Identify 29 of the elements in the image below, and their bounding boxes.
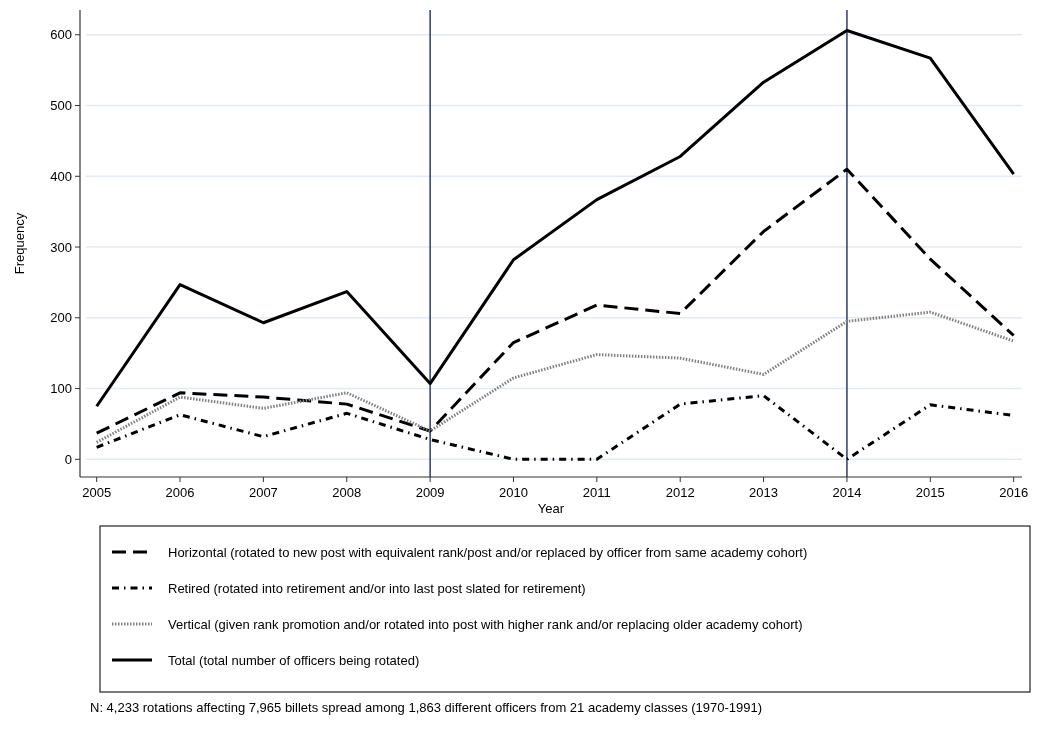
line-series — [95, 29, 1016, 408]
legend-label: Vertical (given rank promotion and/or rotated into post with higher rank and/or replacing older academy cohort) — [168, 616, 803, 632]
legend-label: Horizontal (rotated to new post with equivalent rank/post and/or replaced by officer from same academy cohort) — [168, 544, 808, 560]
y-tick-label: 300 — [50, 239, 72, 255]
y-tick-label: 200 — [50, 310, 72, 326]
x-tick-label: 2005 — [82, 485, 112, 500]
y-tick-label: 400 — [50, 168, 72, 184]
legend-label: Retired (rotated into retirement and/or into last post slated for retirement) — [168, 580, 586, 596]
y-tick-label: 0 — [64, 451, 72, 467]
x-tick-label: 2011 — [582, 485, 611, 500]
y-tick-label: 500 — [50, 98, 72, 114]
x-tick-label: 2014 — [832, 485, 862, 500]
x-tick-label: 2015 — [915, 485, 945, 500]
x-axis-title: Year — [537, 501, 565, 516]
y-axis-title: Frequency — [12, 212, 27, 275]
x-tick-label: 2009 — [415, 485, 445, 500]
x-tick-label: 2012 — [665, 485, 695, 500]
line-series — [95, 310, 1016, 444]
line-series — [95, 167, 1016, 435]
text: N: 4,233 rotations affecting 7,965 billets spread among 1,863 different officers from 21 academy classes (1970-1991) — [90, 700, 763, 715]
y-tick-label: 600 — [50, 27, 72, 43]
x-tick-label: 2013 — [749, 485, 779, 500]
legend-label: Total (total number of officers being rotated) — [168, 652, 420, 668]
x-tick-label: 2010 — [499, 485, 528, 500]
y-tick-label: 100 — [50, 381, 72, 397]
x-tick-label: 2016 — [999, 485, 1029, 500]
x-tick-label: 2007 — [248, 485, 278, 500]
x-tick-label: 2006 — [165, 485, 195, 500]
x-tick-label: 2008 — [332, 485, 362, 500]
